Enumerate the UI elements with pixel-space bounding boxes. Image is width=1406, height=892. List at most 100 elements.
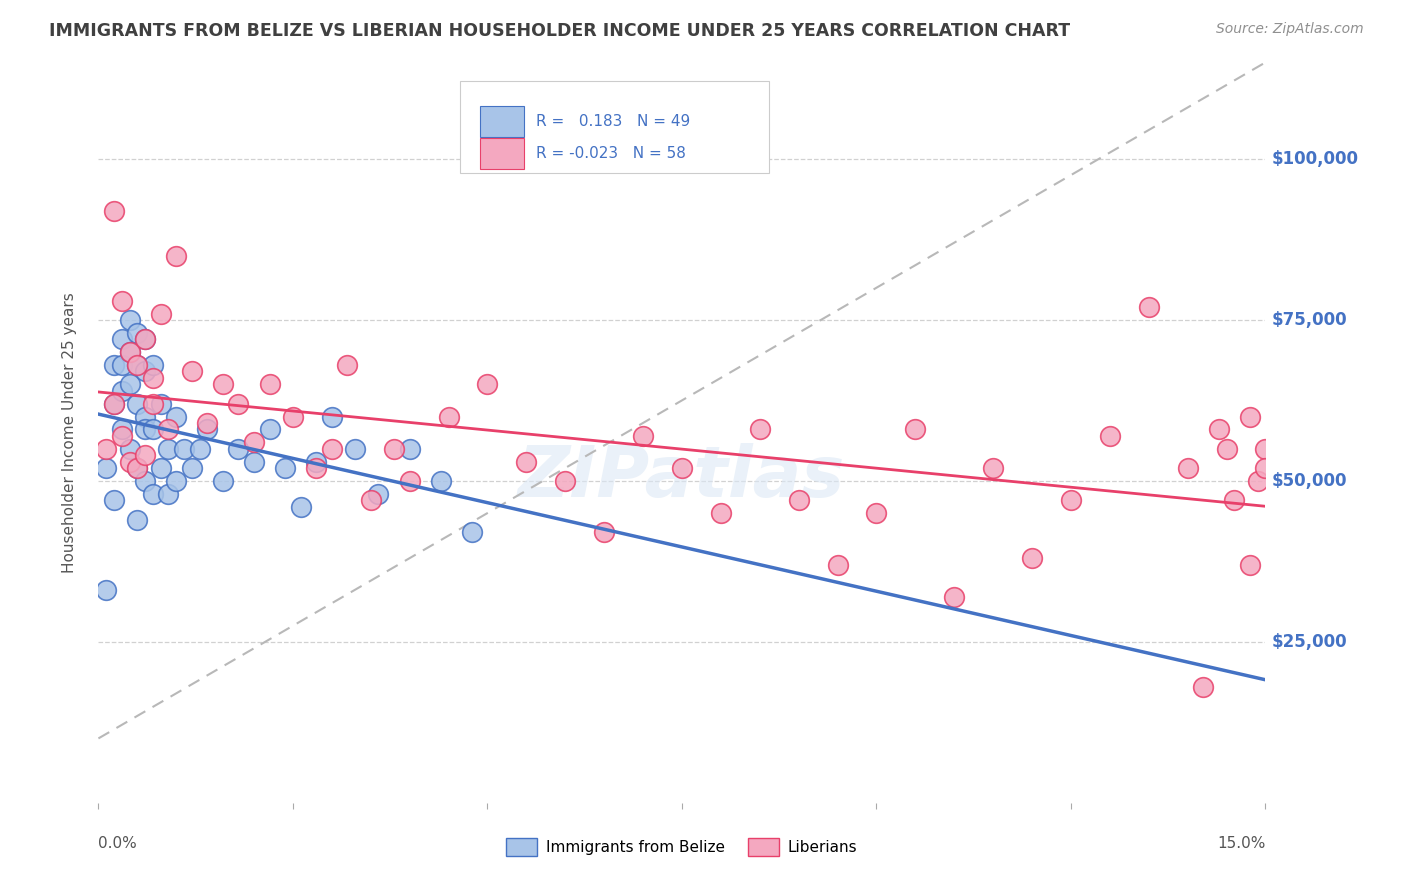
Point	[165, 409, 187, 424]
Point	[321, 409, 343, 424]
Text: R =   0.183   N = 49: R = 0.183 N = 49	[536, 114, 690, 128]
Point	[142, 397, 165, 411]
Point	[111, 358, 134, 372]
Text: Source: ZipAtlas.com: Source: ZipAtlas.com	[1216, 22, 1364, 37]
Point	[149, 461, 172, 475]
Text: $75,000: $75,000	[1271, 311, 1347, 329]
Point	[118, 454, 141, 468]
Point	[195, 416, 218, 430]
Point	[127, 326, 149, 340]
Point	[382, 442, 405, 456]
Point	[134, 422, 156, 436]
Point	[157, 442, 180, 456]
Point	[127, 397, 149, 411]
Point	[259, 377, 281, 392]
Point	[367, 487, 389, 501]
Point	[149, 397, 172, 411]
Point	[134, 364, 156, 378]
Point	[96, 583, 118, 598]
Point	[865, 506, 887, 520]
Point	[111, 422, 134, 436]
Point	[360, 493, 382, 508]
Point	[118, 345, 141, 359]
Text: 0.0%: 0.0%	[98, 836, 138, 851]
Point	[1192, 680, 1215, 694]
Text: R = -0.023   N = 58: R = -0.023 N = 58	[536, 146, 686, 161]
Point	[943, 590, 966, 604]
Point	[1239, 409, 1261, 424]
Text: 15.0%: 15.0%	[1218, 836, 1265, 851]
Point	[398, 474, 420, 488]
Point	[173, 442, 195, 456]
Point	[142, 422, 165, 436]
Text: $25,000: $25,000	[1271, 632, 1347, 651]
Point	[118, 313, 141, 327]
Point	[243, 454, 266, 468]
Point	[398, 442, 420, 456]
Point	[127, 358, 149, 372]
Point	[1137, 300, 1160, 314]
Point	[290, 500, 312, 514]
Point	[103, 358, 125, 372]
Point	[259, 422, 281, 436]
Text: $100,000: $100,000	[1271, 150, 1358, 168]
Point	[149, 306, 172, 320]
Point	[1223, 493, 1246, 508]
Point	[1021, 551, 1043, 566]
Point	[134, 448, 156, 462]
Point	[142, 371, 165, 385]
Point	[593, 525, 616, 540]
Point	[1254, 442, 1277, 456]
Point	[671, 461, 693, 475]
Point	[1254, 461, 1277, 475]
Point	[212, 474, 235, 488]
Point	[1098, 429, 1121, 443]
Point	[228, 442, 250, 456]
Point	[118, 442, 141, 456]
Point	[515, 454, 537, 468]
Point	[305, 461, 328, 475]
Point	[477, 377, 499, 392]
Point	[305, 454, 328, 468]
Point	[336, 358, 359, 372]
FancyBboxPatch shape	[479, 138, 524, 169]
Y-axis label: Householder Income Under 25 years: Householder Income Under 25 years	[62, 293, 77, 573]
Point	[195, 422, 218, 436]
FancyBboxPatch shape	[460, 81, 769, 173]
Point	[1208, 422, 1230, 436]
Point	[188, 442, 211, 456]
Point	[142, 487, 165, 501]
Point	[127, 461, 149, 475]
Point	[1060, 493, 1083, 508]
Point	[165, 249, 187, 263]
Point	[111, 384, 134, 398]
Point	[1246, 474, 1268, 488]
Text: $50,000: $50,000	[1271, 472, 1347, 490]
Point	[134, 332, 156, 346]
Point	[212, 377, 235, 392]
Text: ZIPatlas: ZIPatlas	[519, 442, 845, 511]
Point	[157, 487, 180, 501]
Point	[461, 525, 484, 540]
Point	[127, 461, 149, 475]
Point	[748, 422, 770, 436]
Point	[134, 409, 156, 424]
Point	[103, 493, 125, 508]
Point	[103, 397, 125, 411]
Point	[1177, 461, 1199, 475]
Point	[321, 442, 343, 456]
Point	[111, 429, 134, 443]
Point	[127, 512, 149, 526]
Point	[631, 429, 654, 443]
Point	[111, 293, 134, 308]
Point	[142, 358, 165, 372]
Point	[429, 474, 451, 488]
Point	[134, 332, 156, 346]
Point	[787, 493, 810, 508]
Point	[1215, 442, 1237, 456]
Point	[118, 345, 141, 359]
Legend: Immigrants from Belize, Liberians: Immigrants from Belize, Liberians	[501, 832, 863, 862]
Point	[281, 409, 304, 424]
Point	[96, 461, 118, 475]
Point	[1239, 558, 1261, 572]
